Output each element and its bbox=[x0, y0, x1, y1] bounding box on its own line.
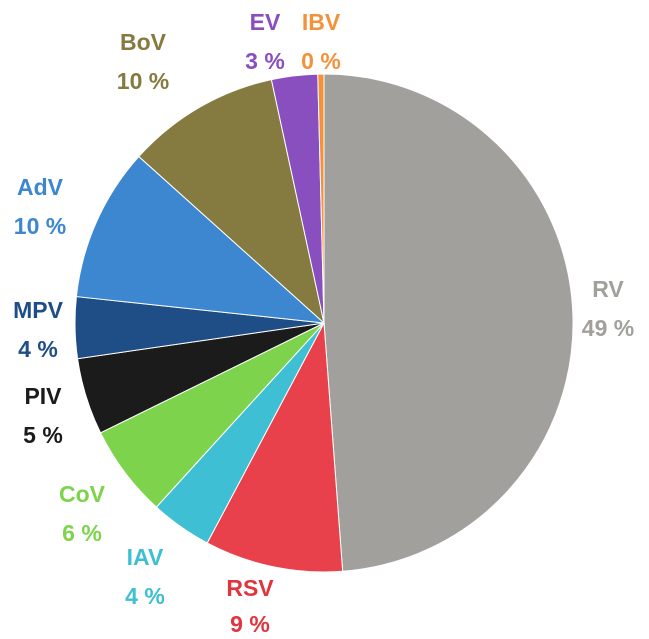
pie-slices bbox=[74, 73, 574, 573]
pie-slice-adv bbox=[75, 155, 326, 324]
slice-value-iav: 4 % bbox=[125, 583, 165, 609]
slice-value-cov: 6 % bbox=[62, 520, 102, 546]
slice-value-ibv: 0 % bbox=[301, 48, 341, 74]
pie-labels: RV 49 % RSV 9 % IAV 4 % CoV 6 % PIV 5 % MPV 4 % AdV 1… bbox=[13, 9, 634, 637]
slice-label-adv: AdV bbox=[17, 174, 64, 200]
pie-slice-rv bbox=[323, 73, 574, 572]
slice-value-adv: 10 % bbox=[14, 213, 66, 239]
slice-label-piv: PIV bbox=[24, 383, 62, 409]
slice-value-ev: 3 % bbox=[245, 48, 285, 74]
pie-slice-bov bbox=[138, 79, 325, 325]
slice-value-mpv: 4 % bbox=[18, 336, 58, 362]
slice-label-rv: RV bbox=[592, 276, 624, 302]
pie-slice-ibv bbox=[317, 73, 325, 324]
slice-value-rv: 49 % bbox=[582, 315, 634, 341]
slice-label-ibv: IBV bbox=[302, 9, 341, 35]
slice-value-piv: 5 % bbox=[23, 422, 63, 448]
slice-label-rsv: RSV bbox=[226, 575, 274, 601]
slice-value-rsv: 9 % bbox=[230, 611, 270, 637]
slice-label-iav: IAV bbox=[127, 544, 164, 570]
slice-label-cov: CoV bbox=[59, 481, 106, 507]
slice-value-bov: 10 % bbox=[117, 68, 169, 94]
slice-label-mpv: MPV bbox=[13, 297, 64, 323]
slice-label-ev: EV bbox=[250, 9, 281, 35]
pie-slice-rsv bbox=[206, 321, 344, 573]
slice-label-bov: BoV bbox=[120, 29, 167, 55]
